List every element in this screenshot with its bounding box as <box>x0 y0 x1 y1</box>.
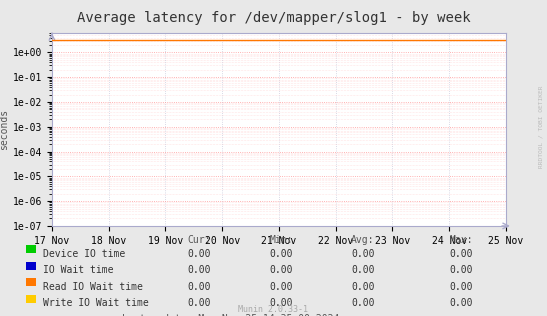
Text: Max:: Max: <box>450 235 473 246</box>
Text: 0.00: 0.00 <box>450 298 473 308</box>
Text: Avg:: Avg: <box>351 235 375 246</box>
Text: Munin 2.0.33-1: Munin 2.0.33-1 <box>238 306 309 314</box>
Text: 0.00: 0.00 <box>450 282 473 292</box>
Text: 0.00: 0.00 <box>187 298 211 308</box>
Text: Last update: Mon Nov 25 14:35:00 2024: Last update: Mon Nov 25 14:35:00 2024 <box>122 314 339 316</box>
Text: 0.00: 0.00 <box>269 282 293 292</box>
Text: 0.00: 0.00 <box>269 249 293 259</box>
Text: 0.00: 0.00 <box>351 265 375 275</box>
Text: 0.00: 0.00 <box>450 249 473 259</box>
Text: 0.00: 0.00 <box>187 249 211 259</box>
Y-axis label: seconds: seconds <box>0 109 9 150</box>
Text: Write IO Wait time: Write IO Wait time <box>43 298 148 308</box>
Text: 0.00: 0.00 <box>187 265 211 275</box>
Text: 0.00: 0.00 <box>187 282 211 292</box>
Text: 0.00: 0.00 <box>351 282 375 292</box>
Text: 0.00: 0.00 <box>269 298 293 308</box>
Text: 0.00: 0.00 <box>351 298 375 308</box>
Text: Read IO Wait time: Read IO Wait time <box>43 282 143 292</box>
Text: RRDTOOL / TOBI OETIKER: RRDTOOL / TOBI OETIKER <box>538 85 543 168</box>
Text: 0.00: 0.00 <box>269 265 293 275</box>
Text: IO Wait time: IO Wait time <box>43 265 113 275</box>
Text: Min:: Min: <box>269 235 293 246</box>
Text: Average latency for /dev/mapper/slog1 - by week: Average latency for /dev/mapper/slog1 - … <box>77 11 470 25</box>
Text: 0.00: 0.00 <box>351 249 375 259</box>
Text: Device IO time: Device IO time <box>43 249 125 259</box>
Text: Cur:: Cur: <box>187 235 211 246</box>
Text: 0.00: 0.00 <box>450 265 473 275</box>
